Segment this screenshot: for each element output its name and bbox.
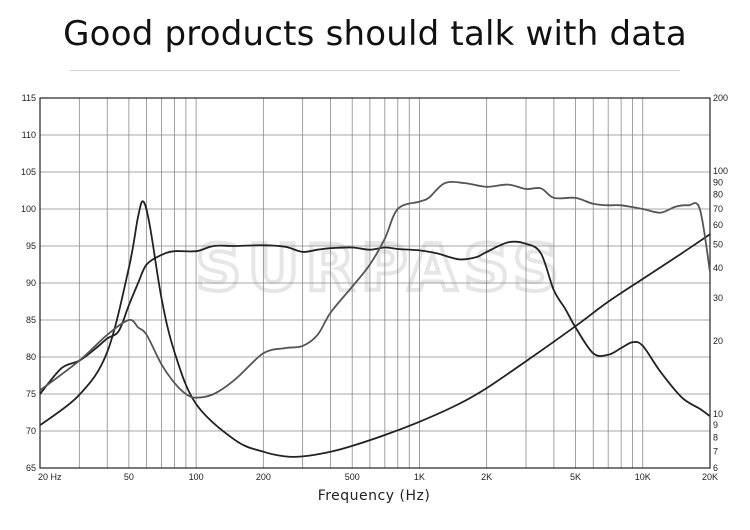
y-tick-right: 90	[713, 177, 723, 187]
page-title: Good products should talk with data	[63, 14, 687, 54]
x-tick-label: 2K	[481, 472, 492, 482]
series-group	[39, 180, 711, 458]
y-tick-left: 80	[26, 352, 36, 362]
tweeter-spl-line	[39, 180, 711, 399]
y-tick-left: 95	[26, 241, 36, 251]
x-tick-label: 100	[189, 472, 204, 482]
y-tick-right: 50	[713, 239, 723, 249]
x-tick-label: 500	[345, 472, 360, 482]
y-tick-right: 7	[713, 447, 718, 457]
y-tick-left: 75	[26, 389, 36, 399]
y-tick-left: 100	[21, 204, 36, 214]
woofer-impedance-line	[39, 200, 711, 458]
y-tick-left: 105	[21, 167, 36, 177]
x-axis: 20 Hz 50 100 200 500 1K 2K 5K 10K 20K	[38, 472, 718, 482]
y-tick-right: 60	[713, 220, 723, 230]
x-tick-label: 5K	[570, 472, 581, 482]
y-axis-left: 65 70 75 80 85 90 95 100 105 110 115	[21, 93, 36, 473]
y-tick-right: 9	[713, 420, 718, 430]
x-tick-label: 20K	[702, 472, 718, 482]
y-tick-left: 85	[26, 315, 36, 325]
y-tick-right: 6	[713, 463, 718, 473]
x-tick-label: 200	[256, 472, 271, 482]
y-tick-right: 20	[713, 336, 723, 346]
y-tick-right: 10	[713, 409, 723, 419]
x-axis-label: Frequency (Hz)	[318, 488, 431, 504]
y-tick-left: 65	[26, 463, 36, 473]
woofer-spl-line	[39, 240, 711, 417]
x-tick-label: 20 Hz	[38, 472, 62, 482]
y-tick-right: 200	[713, 93, 728, 103]
y-tick-right: 30	[713, 293, 723, 303]
y-tick-right: 8	[713, 433, 718, 443]
title-divider	[70, 70, 680, 71]
y-tick-right: 100	[713, 166, 728, 176]
y-tick-right: 80	[713, 190, 723, 200]
plot-frame	[39, 97, 711, 469]
y-tick-left: 90	[26, 278, 36, 288]
watermark: SURPASS	[195, 232, 564, 306]
x-tick-label: 1K	[414, 472, 425, 482]
y-tick-right: 40	[713, 263, 723, 273]
y-tick-left: 115	[22, 93, 36, 103]
y-tick-left: 110	[22, 130, 36, 140]
x-tick-label: 50	[124, 472, 134, 482]
y-tick-right: 70	[713, 204, 723, 214]
y-tick-left: 70	[26, 426, 36, 436]
chart-grid	[39, 97, 711, 469]
x-tick-label: 10K	[635, 472, 651, 482]
